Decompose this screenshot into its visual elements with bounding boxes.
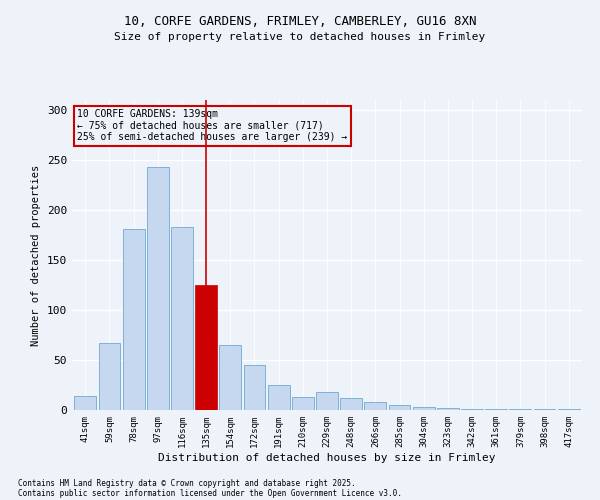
Bar [461,409,483,410]
Bar [244,365,265,410]
Bar [171,227,193,410]
Text: 10, CORFE GARDENS, FRIMLEY, CAMBERLEY, GU16 8XN: 10, CORFE GARDENS, FRIMLEY, CAMBERLEY, G… [124,15,476,28]
Bar [147,167,169,410]
Bar [509,409,531,410]
Bar [389,405,410,410]
Bar [316,392,338,410]
Text: Contains public sector information licensed under the Open Government Licence v3: Contains public sector information licen… [18,488,402,498]
Bar [364,402,386,410]
Text: Contains HM Land Registry data © Crown copyright and database right 2025.: Contains HM Land Registry data © Crown c… [18,478,356,488]
Bar [195,285,217,410]
Text: 10 CORFE GARDENS: 139sqm
← 75% of detached houses are smaller (717)
25% of semi-: 10 CORFE GARDENS: 139sqm ← 75% of detach… [77,110,347,142]
Bar [437,408,459,410]
Bar [98,343,121,410]
Bar [123,229,145,410]
Bar [485,409,507,410]
Y-axis label: Number of detached properties: Number of detached properties [31,164,41,346]
Bar [413,407,434,410]
Bar [74,396,96,410]
Bar [533,409,556,410]
Bar [292,397,314,410]
Bar [220,345,241,410]
Bar [268,385,290,410]
Text: Size of property relative to detached houses in Frimley: Size of property relative to detached ho… [115,32,485,42]
Bar [340,398,362,410]
Bar [558,409,580,410]
X-axis label: Distribution of detached houses by size in Frimley: Distribution of detached houses by size … [158,452,496,462]
